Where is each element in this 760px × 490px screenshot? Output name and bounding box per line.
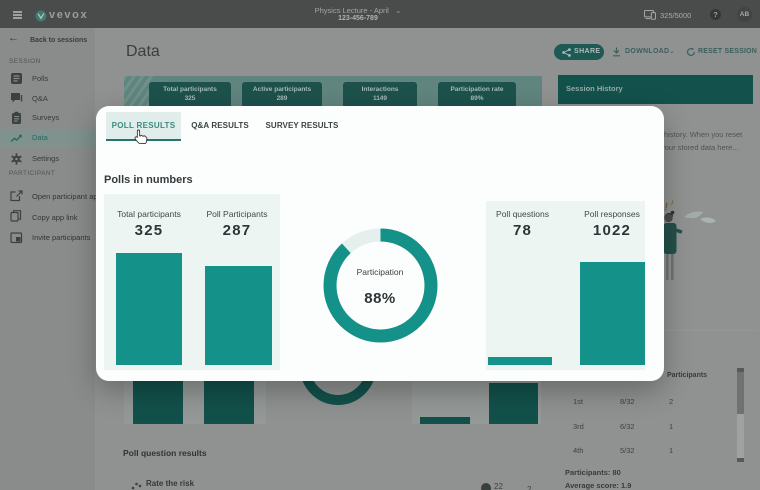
svg-text:!: ! xyxy=(664,201,669,213)
svg-text:!: ! xyxy=(670,200,674,207)
